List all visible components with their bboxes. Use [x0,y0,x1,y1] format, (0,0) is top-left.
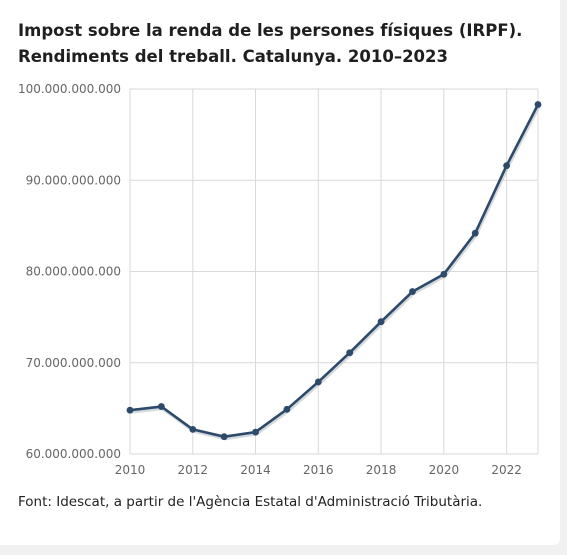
data-point [189,425,197,433]
y-tick-label: 80.000.000.000 [26,265,121,279]
chart-title: Impost sobre la renda de les persones fí… [18,21,523,66]
x-tick-label: 2014 [240,463,271,477]
y-tick-label: 100.000.000.000 [18,82,121,96]
line-chart: 60.000.000.000 70.000.000.000 80.000.000.0… [18,82,542,477]
data-point [314,378,322,386]
data-point [220,433,228,441]
data-point [409,288,416,295]
data-point [440,270,448,278]
data-point [377,318,385,326]
data-point [252,428,259,436]
x-tick-label: 2016 [303,463,334,477]
x-tick-label: 2022 [491,463,522,477]
series-line [129,103,540,438]
data-point [157,403,165,410]
y-tick-label: 70.000.000.000 [26,356,121,370]
y-tick-label: 60.000.000.000 [26,447,121,461]
data-point [534,101,542,108]
series-line-shadow [130,105,541,441]
x-tick-label: 2020 [429,463,460,477]
source-note: Font: Idescat, a partir de l'Agència Est… [18,494,483,510]
data-point [471,229,479,237]
x-tick-label: 2012 [177,463,208,477]
data-point [503,162,511,170]
y-tick-label: 90.000.000.000 [26,173,121,187]
x-tick-label: 2018 [366,463,397,477]
x-tick-label: 2010 [115,463,146,477]
data-point [346,349,354,357]
chart-card: Impost sobre la renda de les persones fí… [0,0,560,545]
data-point [126,406,134,414]
data-point [283,405,291,413]
